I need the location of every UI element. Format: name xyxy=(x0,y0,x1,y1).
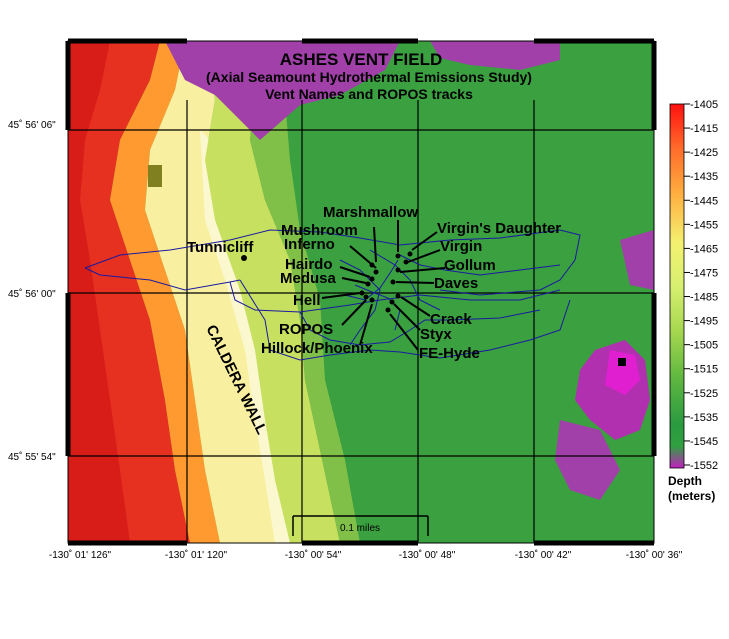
vent-label-medusa: Medusa xyxy=(280,270,337,287)
vent-point-medusa xyxy=(365,281,371,287)
vent-point-ropos xyxy=(363,294,369,300)
legend-tick-label: -1405 xyxy=(690,99,718,111)
slope-yellow xyxy=(145,41,290,543)
vent-point-fe-hyde xyxy=(385,307,391,313)
purple-south-east xyxy=(555,420,620,500)
slope-deep-red xyxy=(68,41,130,543)
legend-tick-label: -1465 xyxy=(690,243,718,255)
vent-label-hell: Hell xyxy=(293,292,321,309)
vent-label-hillock-phoenix: Hillock/Phoenix xyxy=(261,340,373,357)
slope-light-green xyxy=(205,41,340,543)
map-title-block: ASHES VENT FIELD (Axial Seamount Hydroth… xyxy=(206,50,532,102)
vent-label-virgin: Virgin xyxy=(440,238,482,255)
legend-tick-label: -1525 xyxy=(690,388,718,400)
vent-point-inferno xyxy=(373,269,379,275)
lon-label-5: -130˚ 00' 42" xyxy=(515,549,572,561)
purple-east-peak xyxy=(605,350,640,395)
purple-north xyxy=(165,41,400,140)
slope-spot xyxy=(148,165,162,187)
lon-label-4: -130˚ 00' 48" xyxy=(399,549,456,561)
bathymetry-layer xyxy=(68,41,654,543)
map-subtitle-2: Vent Names and ROPOS tracks xyxy=(265,86,473,102)
coordinate-grid xyxy=(68,100,654,543)
legend-title: Depth xyxy=(668,474,702,488)
vent-label-marshmallow: Marshmallow xyxy=(323,204,418,221)
lat-label-1: 45˚ 56' 06" xyxy=(8,119,56,131)
legend-tick-label: -1425 xyxy=(690,147,718,159)
vent-label-inferno: Inferno xyxy=(284,236,335,253)
vent-labels: Marshmallow Virgin's Daughter Mushroom V… xyxy=(187,204,561,362)
legend-subtitle: (meters) xyxy=(668,489,715,503)
vent-point-marshmallow xyxy=(395,253,401,259)
legend-tick-label: -1455 xyxy=(690,219,718,231)
depth-legend: -1405 -1415 -1425 -1435 -1445 -1455 -1465 -1475… xyxy=(668,99,718,503)
scale-bar: 0.1 miles xyxy=(292,515,429,536)
vent-label-fe-hyde: FE-Hyde xyxy=(419,345,480,362)
legend-tick-label: -1495 xyxy=(690,316,718,328)
legend-color-bar xyxy=(669,103,685,469)
vent-point-virgin xyxy=(403,259,409,265)
vent-point-daves xyxy=(390,279,396,285)
peak-marker xyxy=(618,358,626,366)
lon-label-6: -130˚ 00' 36" xyxy=(626,549,683,561)
lat-label-3: 45˚ 55' 54" xyxy=(8,451,56,463)
legend-tick-label: -1515 xyxy=(690,364,718,376)
purple-north-east xyxy=(430,41,560,70)
vent-point-crack xyxy=(395,293,401,299)
vent-label-virgins-daughter: Virgin's Daughter xyxy=(437,220,561,237)
map-subtitle: (Axial Seamount Hydrothermal Emissions S… xyxy=(206,69,532,85)
lon-label-2: -130˚ 01' 120" xyxy=(165,549,228,561)
lon-label-3: -130˚ 00' 54" xyxy=(285,549,342,561)
legend-tick-label: -1552 xyxy=(690,460,718,472)
purple-east-edge xyxy=(620,230,654,290)
vent-point-hairdo xyxy=(369,276,375,282)
map-border xyxy=(65,38,657,546)
ropos-tracks xyxy=(84,229,581,361)
map-title: ASHES VENT FIELD xyxy=(280,50,442,69)
latitude-labels: 45˚ 56' 06" 45˚ 56' 00" 45˚ 55' 54" xyxy=(8,119,56,463)
vent-label-hairdo: Hairdo xyxy=(285,256,333,273)
scale-label: 0.1 miles xyxy=(340,523,380,534)
legend-tick-label: -1445 xyxy=(690,195,718,207)
legend-tick-label: -1415 xyxy=(690,123,718,135)
vent-point-virgins-daughter xyxy=(407,251,413,257)
legend-tick-label: -1485 xyxy=(690,292,718,304)
vent-label-crack: Crack xyxy=(430,311,472,328)
legend-tick-label: -1505 xyxy=(690,340,718,352)
legend-tick-label: -1545 xyxy=(690,436,718,448)
lon-label-1: -130˚ 01' 126" xyxy=(49,549,112,561)
vent-point-tunnicliff xyxy=(241,255,247,261)
lat-label-2: 45˚ 56' 00" xyxy=(8,288,56,300)
vent-markers xyxy=(241,251,413,313)
vent-label-daves: Daves xyxy=(434,275,478,292)
vent-label-tunnicliff: Tunnicliff xyxy=(187,239,254,256)
vent-point-hell xyxy=(359,290,365,296)
vent-point-gollum xyxy=(395,267,401,273)
slope-orange xyxy=(110,41,220,543)
vent-label-ropos: ROPOS xyxy=(279,321,333,338)
slope-mid-green xyxy=(250,41,360,543)
vent-label-styx: Styx xyxy=(420,326,452,343)
legend-tick-label: -1535 xyxy=(690,412,718,424)
vent-point-hillock xyxy=(369,297,375,303)
vent-point-styx xyxy=(389,299,395,305)
vent-label-mushroom: Mushroom xyxy=(281,222,358,239)
legend-ticks: -1405 -1415 -1425 -1435 -1445 -1455 -1465 -1475… xyxy=(684,99,718,472)
label-leaders xyxy=(321,220,446,351)
vent-label-gollum: Gollum xyxy=(444,257,496,274)
legend-tick-label: -1435 xyxy=(690,171,718,183)
legend-tick-label: -1475 xyxy=(690,267,718,279)
longitude-labels: -130˚ 01' 126" -130˚ 01' 120" -130˚ 00' … xyxy=(49,549,683,561)
